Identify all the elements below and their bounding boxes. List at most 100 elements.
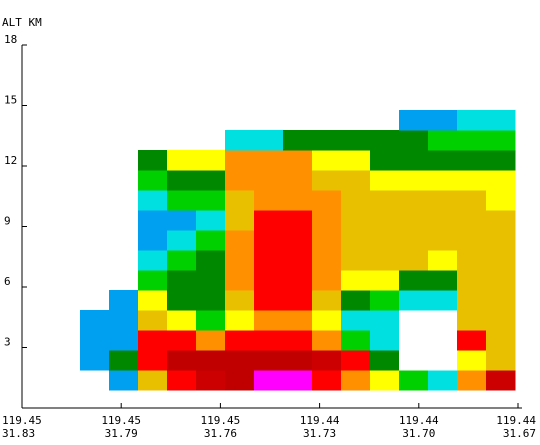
reflectivity-cell — [486, 350, 516, 371]
y-tick-label: 9 — [4, 215, 11, 228]
reflectivity-cell — [167, 350, 197, 371]
reflectivity-cell — [312, 290, 342, 311]
reflectivity-cell — [167, 250, 197, 271]
reflectivity-cell — [138, 350, 168, 371]
reflectivity-cells — [80, 110, 516, 391]
reflectivity-cell — [486, 290, 516, 311]
reflectivity-cell — [254, 310, 284, 331]
reflectivity-cell — [138, 230, 168, 251]
reflectivity-cell — [312, 310, 342, 331]
y-tick-label: 15 — [4, 94, 17, 107]
reflectivity-cell — [283, 210, 313, 231]
reflectivity-cell — [283, 370, 313, 391]
reflectivity-cell — [399, 130, 429, 151]
reflectivity-cell — [138, 250, 168, 271]
reflectivity-cell — [399, 190, 429, 211]
reflectivity-cell — [283, 310, 313, 331]
reflectivity-cell — [341, 290, 371, 311]
reflectivity-cell — [457, 370, 487, 391]
reflectivity-cell — [457, 250, 487, 271]
reflectivity-cell — [167, 270, 197, 291]
reflectivity-cell — [370, 190, 400, 211]
reflectivity-cell — [428, 270, 458, 291]
y-tick-label: 3 — [4, 336, 11, 349]
reflectivity-cell — [457, 170, 487, 191]
reflectivity-cell — [225, 230, 255, 251]
y-axis-label: ALT KM — [2, 16, 42, 29]
reflectivity-cell — [109, 370, 139, 391]
reflectivity-cell — [486, 310, 516, 331]
reflectivity-cell — [254, 150, 284, 171]
x-tick-label-lat: 31.73 — [303, 427, 336, 440]
y-axis-ticks: 3 6 9 12 15 18 — [4, 33, 27, 349]
reflectivity-cell — [109, 310, 139, 331]
reflectivity-cell — [370, 370, 400, 391]
reflectivity-cell — [370, 270, 400, 291]
reflectivity-cell — [138, 150, 168, 171]
reflectivity-cell — [341, 350, 371, 371]
reflectivity-cell — [399, 210, 429, 231]
x-tick-label-lon: 119.45 — [201, 414, 241, 427]
reflectivity-cell — [370, 210, 400, 231]
reflectivity-cell — [428, 370, 458, 391]
reflectivity-cell — [457, 130, 487, 151]
reflectivity-cell — [254, 190, 284, 211]
reflectivity-cell — [196, 210, 226, 231]
reflectivity-cell — [167, 150, 197, 171]
reflectivity-cell — [167, 190, 197, 211]
reflectivity-cell — [283, 250, 313, 271]
x-tick-label-lat: 31.79 — [105, 427, 138, 440]
reflectivity-cell — [167, 170, 197, 191]
reflectivity-cell — [341, 230, 371, 251]
x-tick-label-lat: 31.83 — [2, 427, 35, 440]
reflectivity-cell — [399, 170, 429, 191]
reflectivity-cell — [138, 370, 168, 391]
reflectivity-cell — [312, 150, 342, 171]
reflectivity-cell — [225, 350, 255, 371]
reflectivity-cell — [486, 170, 516, 191]
reflectivity-cell — [254, 270, 284, 291]
reflectivity-cell — [457, 210, 487, 231]
reflectivity-cell — [341, 150, 371, 171]
reflectivity-cell — [370, 330, 400, 351]
reflectivity-cell — [341, 330, 371, 351]
reflectivity-cell — [225, 170, 255, 191]
x-tick-label-lat: 31.67 — [503, 427, 536, 440]
reflectivity-cell — [457, 290, 487, 311]
reflectivity-cell — [399, 290, 429, 311]
reflectivity-cell — [457, 110, 487, 131]
reflectivity-cell — [370, 170, 400, 191]
reflectivity-cell — [225, 330, 255, 351]
reflectivity-cell — [109, 290, 139, 311]
reflectivity-cell — [370, 130, 400, 151]
reflectivity-cell — [428, 350, 458, 371]
reflectivity-cell — [399, 330, 429, 351]
reflectivity-cell — [457, 310, 487, 331]
reflectivity-cell — [486, 370, 516, 391]
reflectivity-cell — [457, 330, 487, 351]
reflectivity-cell — [196, 190, 226, 211]
y-tick-label: 12 — [4, 154, 17, 167]
x-tick-label-lon: 119.44 — [300, 414, 340, 427]
reflectivity-cell — [399, 370, 429, 391]
reflectivity-cell — [225, 150, 255, 171]
reflectivity-cell — [109, 330, 139, 351]
reflectivity-cell — [341, 190, 371, 211]
reflectivity-cell — [486, 110, 516, 131]
reflectivity-cell — [457, 270, 487, 291]
x-tick-label-lon: 119.45 — [2, 414, 42, 427]
reflectivity-cell — [138, 210, 168, 231]
reflectivity-cell — [138, 330, 168, 351]
reflectivity-cell — [370, 350, 400, 371]
reflectivity-cell — [428, 130, 458, 151]
reflectivity-cell — [225, 250, 255, 271]
reflectivity-cell — [196, 350, 226, 371]
reflectivity-cell — [399, 250, 429, 271]
reflectivity-cell — [486, 150, 516, 171]
reflectivity-cell — [428, 110, 458, 131]
reflectivity-cell — [486, 230, 516, 251]
reflectivity-cell — [312, 350, 342, 371]
reflectivity-cell — [138, 290, 168, 311]
